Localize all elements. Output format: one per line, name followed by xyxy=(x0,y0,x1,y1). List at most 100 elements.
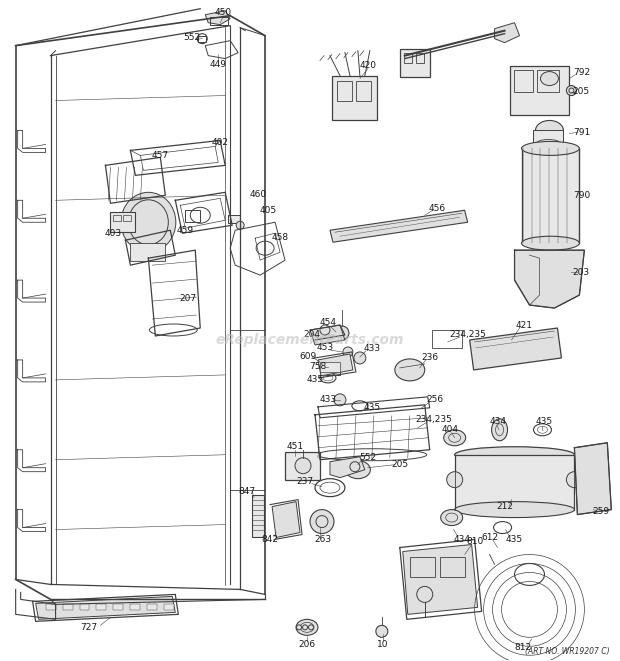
Bar xyxy=(63,604,73,610)
Text: 205: 205 xyxy=(391,460,409,469)
Circle shape xyxy=(303,625,308,630)
Text: 552: 552 xyxy=(360,453,376,462)
Text: 435: 435 xyxy=(506,535,523,544)
Ellipse shape xyxy=(454,502,574,518)
Bar xyxy=(123,215,131,221)
Bar xyxy=(332,75,377,120)
Bar xyxy=(400,49,430,77)
Circle shape xyxy=(296,625,301,630)
Text: 435: 435 xyxy=(536,417,553,426)
Bar xyxy=(113,215,122,221)
Ellipse shape xyxy=(536,120,564,140)
Circle shape xyxy=(350,461,360,472)
Bar xyxy=(510,65,569,116)
Text: 205: 205 xyxy=(573,87,590,96)
Text: 454: 454 xyxy=(319,317,337,327)
Ellipse shape xyxy=(492,419,508,441)
Text: 459: 459 xyxy=(177,225,194,235)
Text: 450: 450 xyxy=(215,8,232,17)
Text: 792: 792 xyxy=(573,68,590,77)
Circle shape xyxy=(316,516,328,527)
Circle shape xyxy=(354,352,366,364)
Text: 421: 421 xyxy=(516,321,533,330)
Text: 212: 212 xyxy=(496,502,513,511)
Bar xyxy=(337,81,352,100)
Circle shape xyxy=(417,586,433,602)
Text: 420: 420 xyxy=(360,61,376,70)
Text: 457: 457 xyxy=(152,151,169,160)
Circle shape xyxy=(569,88,574,93)
Circle shape xyxy=(343,347,353,357)
Bar xyxy=(285,451,320,480)
Text: 609: 609 xyxy=(299,352,317,362)
Polygon shape xyxy=(35,596,175,619)
Ellipse shape xyxy=(296,619,318,635)
Ellipse shape xyxy=(444,430,466,446)
Ellipse shape xyxy=(454,447,574,463)
Bar xyxy=(416,53,423,63)
Polygon shape xyxy=(469,328,562,370)
Bar xyxy=(440,557,464,578)
Ellipse shape xyxy=(345,461,370,479)
Text: 842: 842 xyxy=(262,535,278,544)
Circle shape xyxy=(295,457,311,474)
Circle shape xyxy=(334,394,346,406)
Text: 207: 207 xyxy=(180,293,197,303)
Bar xyxy=(356,81,371,100)
Text: (ART NO. WR19207 C): (ART NO. WR19207 C) xyxy=(525,646,609,656)
Bar xyxy=(252,494,264,537)
Polygon shape xyxy=(574,443,611,514)
Text: 234,235: 234,235 xyxy=(450,330,486,340)
Bar xyxy=(110,212,135,232)
Text: 612: 612 xyxy=(481,533,498,542)
Bar xyxy=(130,243,166,261)
Polygon shape xyxy=(272,502,300,537)
Text: 203: 203 xyxy=(573,268,590,277)
Text: 449: 449 xyxy=(210,60,227,69)
Ellipse shape xyxy=(541,71,559,85)
Ellipse shape xyxy=(121,192,176,253)
Circle shape xyxy=(309,625,314,630)
Text: 790: 790 xyxy=(573,191,590,200)
Polygon shape xyxy=(403,545,477,614)
Bar xyxy=(454,455,574,510)
Circle shape xyxy=(376,625,388,637)
Bar xyxy=(79,604,89,610)
Bar xyxy=(228,215,240,223)
Text: 458: 458 xyxy=(272,233,289,242)
Bar xyxy=(148,604,157,610)
Text: 433: 433 xyxy=(363,344,381,354)
Text: 237: 237 xyxy=(296,477,314,486)
Polygon shape xyxy=(330,210,467,242)
Bar xyxy=(404,53,412,63)
Ellipse shape xyxy=(521,141,580,155)
Text: 404: 404 xyxy=(441,425,458,434)
Text: 435: 435 xyxy=(363,403,381,412)
Ellipse shape xyxy=(395,359,425,381)
Text: 433: 433 xyxy=(319,395,337,405)
Bar xyxy=(320,362,340,372)
Circle shape xyxy=(236,221,244,229)
Text: 234,235: 234,235 xyxy=(415,415,452,424)
Polygon shape xyxy=(310,325,345,345)
Text: 791: 791 xyxy=(573,128,590,137)
Circle shape xyxy=(446,472,463,488)
Text: 727: 727 xyxy=(80,623,97,632)
Bar xyxy=(521,149,580,243)
Text: 456: 456 xyxy=(428,204,445,213)
Polygon shape xyxy=(205,11,230,24)
Text: 758: 758 xyxy=(309,362,327,371)
Text: 236: 236 xyxy=(421,354,438,362)
Polygon shape xyxy=(495,22,520,43)
Bar xyxy=(410,557,435,578)
Text: 812: 812 xyxy=(514,642,531,652)
Text: 263: 263 xyxy=(314,535,332,544)
Bar xyxy=(432,330,462,348)
Bar xyxy=(97,604,107,610)
Text: 204: 204 xyxy=(304,330,321,340)
Text: 206: 206 xyxy=(298,640,316,649)
Polygon shape xyxy=(515,250,585,308)
Bar xyxy=(198,36,206,42)
Circle shape xyxy=(310,510,334,533)
Bar xyxy=(164,604,174,610)
